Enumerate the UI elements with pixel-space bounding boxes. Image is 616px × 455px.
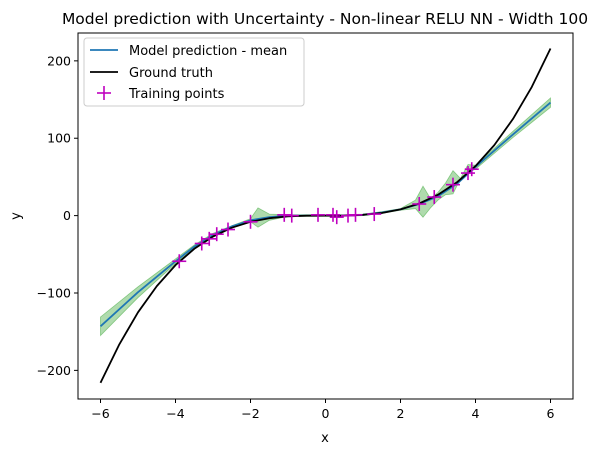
training-point [194,236,209,251]
x-tick-label: 6 [547,406,555,421]
x-tick-label: 2 [397,406,405,421]
training-point [209,227,224,242]
x-tick-label: −2 [241,406,259,421]
legend-frame [83,37,305,107]
x-tick-label: −4 [166,406,184,421]
training-point [326,207,340,222]
y-tick-label: 100 [47,131,71,146]
chart-title: Model prediction with Uncertainty - Non-… [62,10,588,28]
uncertainty-band [100,97,551,337]
legend-label-ground-truth: Ground truth [129,66,213,81]
training-point [243,214,258,229]
training-point [284,208,299,223]
legend: Model prediction - mean Ground truth Tra… [83,37,305,107]
y-tick-label: 200 [47,53,71,68]
legend-label-mean: Model prediction - mean [129,44,287,59]
legend-swatch-training-points [97,86,111,100]
x-tick-label: −6 [91,406,109,421]
training-point [427,190,442,205]
series-line-ground-truth [99,48,552,384]
plot-area [99,48,552,384]
training-point [446,177,460,192]
training-point [412,197,427,212]
y-tick-label: −200 [37,363,71,378]
training-point [172,254,187,269]
y-tick-label: −100 [37,285,71,300]
y-axis-label: y [9,212,24,220]
training-point [221,222,235,237]
x-tick-label: 4 [472,406,480,421]
training-point [311,207,325,222]
training-point [464,162,479,177]
x-tick-label: 0 [322,406,330,421]
axes: −6 −4 −2 0 2 4 6 −200 −100 0 100 200 [37,53,555,421]
training-point [367,207,382,222]
legend-label-training-points: Training points [128,87,225,102]
training-point [329,210,344,225]
y-tick-label: 0 [63,208,71,223]
training-point [348,207,363,222]
training-point [202,231,217,246]
x-axis-label: x [321,431,329,446]
